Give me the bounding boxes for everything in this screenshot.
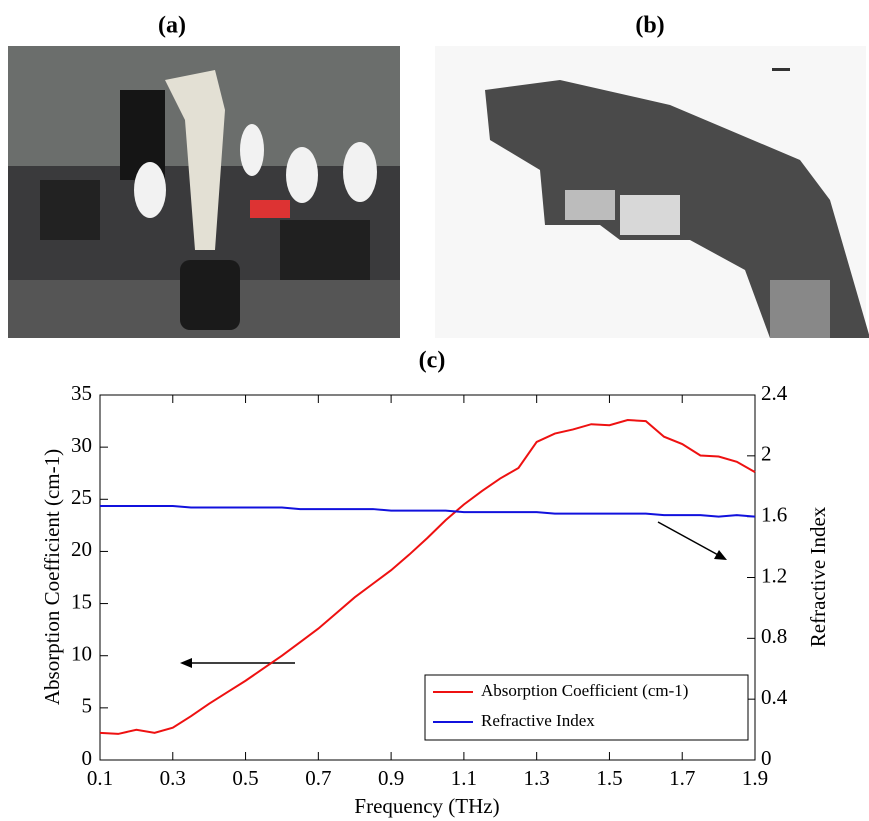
- series-line: [100, 505, 756, 518]
- x-axis-label: Frequency (THz): [354, 794, 499, 818]
- x-tick-label: 1.3: [524, 766, 550, 790]
- arrows: [180, 521, 727, 668]
- y2-tick-label: 2.4: [761, 381, 788, 405]
- y-axis-label: Absorption Coefficient (cm-1): [40, 449, 64, 705]
- legend-box: [424, 674, 749, 741]
- y-tick-label: 20: [71, 537, 92, 561]
- chart-title: (c): [419, 348, 446, 374]
- x-tick-label: 1.9: [742, 766, 768, 790]
- y-tick-label: 15: [71, 589, 92, 613]
- y2-tick-label: 0.4: [761, 685, 788, 709]
- photo-lab: [8, 46, 400, 338]
- y-tick-label: 10: [71, 642, 92, 666]
- x-tick-label: 0.9: [378, 766, 404, 790]
- y-tick-label: 5: [82, 694, 93, 718]
- panel-label: (a): [158, 13, 186, 39]
- x-tick-label: 1.1: [451, 766, 477, 790]
- x-tick-label: 0.3: [160, 766, 186, 790]
- x-tick-label: 1.5: [596, 766, 622, 790]
- panel-label: (b): [635, 13, 664, 39]
- y-tick-label: 30: [71, 433, 92, 457]
- y2-tick-label: 1.2: [761, 563, 787, 587]
- y-tick-label: 35: [71, 381, 92, 405]
- x-tick-label: 1.7: [669, 766, 695, 790]
- y2-tick-label: 0.8: [761, 624, 787, 648]
- x-tick-label: 0.7: [305, 766, 331, 790]
- y-tick-label: 0: [82, 746, 93, 770]
- x-tick-label: 0.5: [232, 766, 258, 790]
- x-tick-label: 0.1: [87, 766, 113, 790]
- y2-axis-label: Refractive Index: [806, 506, 830, 647]
- series-line: [99, 419, 756, 735]
- y2-tick-label: 1.6: [761, 502, 787, 526]
- photo-thz-image: [435, 46, 869, 338]
- legend-label: Absorption Coefficient (cm-1): [481, 681, 688, 700]
- y-tick-label: 25: [71, 485, 92, 509]
- y2-tick-label: 2: [761, 442, 772, 466]
- legend-label: Refractive Index: [481, 711, 595, 730]
- y2-tick-label: 0: [761, 746, 772, 770]
